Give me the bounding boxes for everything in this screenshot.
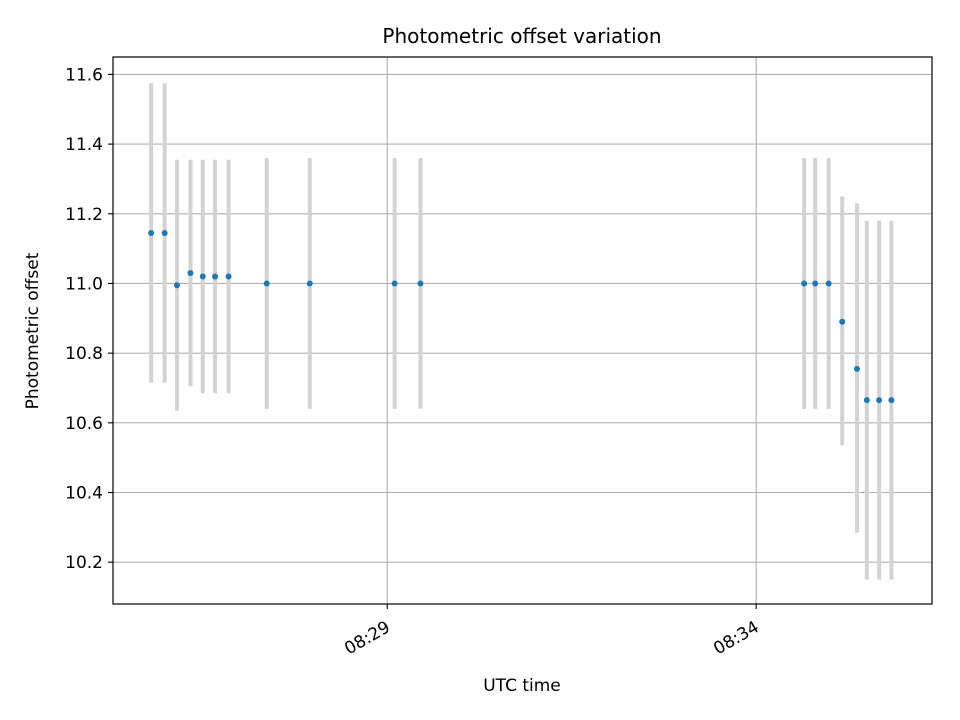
y-tick-label: 10.8 [65, 344, 103, 364]
data-point [148, 229, 155, 236]
x-axis-label: UTC time [483, 676, 561, 696]
y-tick-label: 10.2 [65, 553, 103, 573]
data-point [161, 229, 168, 236]
data-point [417, 280, 424, 287]
data-point [812, 280, 819, 287]
plot-frame [112, 56, 933, 605]
data-point [876, 397, 883, 404]
chart-title: Photometric offset variation [382, 24, 661, 48]
data-point [212, 273, 219, 280]
data-point [391, 280, 398, 287]
data-point [801, 280, 808, 287]
data-point [199, 273, 206, 280]
data-point [839, 318, 846, 325]
y-tick-label: 10.6 [65, 414, 103, 434]
data-point [173, 282, 180, 289]
y-tick-label: 11.4 [65, 135, 103, 155]
data-points [148, 229, 895, 404]
data-point [306, 280, 313, 287]
data-point [187, 270, 194, 277]
y-tick-label: 11.2 [65, 205, 103, 225]
y-axis-ticks: 10.2 10.4 10.6 10.8 11.0 11.2 11.4 11.6 [65, 65, 113, 573]
y-tick-label: 10.4 [65, 484, 103, 504]
data-point [825, 280, 832, 287]
data-point [863, 397, 870, 404]
y-tick-label: 11.6 [65, 65, 103, 85]
grid-lines [113, 57, 932, 604]
y-tick-label: 11.0 [65, 274, 103, 294]
data-point [853, 365, 860, 372]
data-point [888, 397, 895, 404]
y-axis-label: Photometric offset [23, 252, 43, 409]
data-point [225, 273, 232, 280]
data-point [263, 280, 270, 287]
